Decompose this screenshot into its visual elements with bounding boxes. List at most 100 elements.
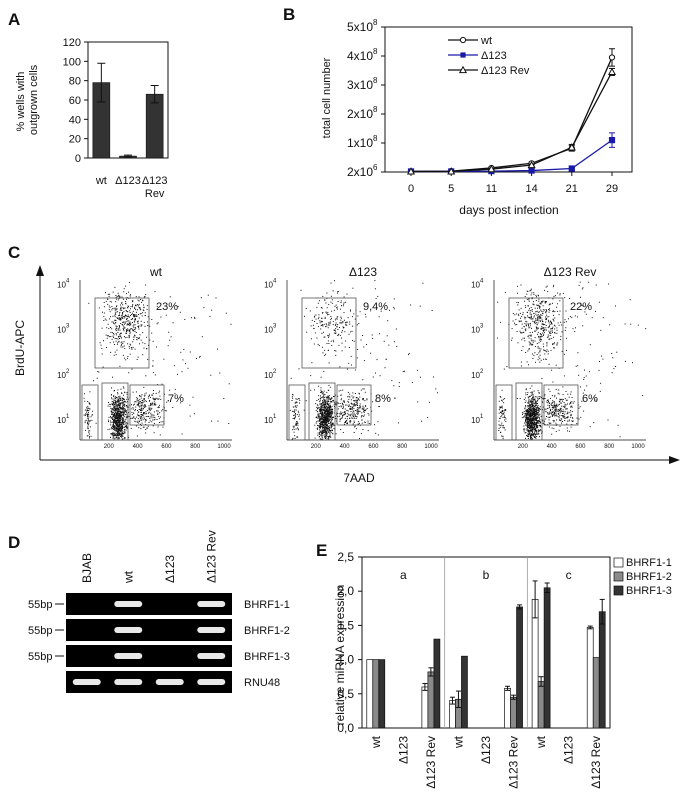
panel-c-event [531, 420, 533, 422]
panel-c-event [118, 434, 120, 436]
panel-c-event [292, 418, 294, 419]
panel-c-event [336, 306, 338, 308]
panel-c-event [146, 427, 148, 429]
panel-c-event [554, 342, 555, 344]
panel-c-event [125, 285, 127, 287]
panel-c-event [535, 313, 537, 315]
panel-c-event [560, 408, 562, 410]
panel-c-event [114, 414, 116, 416]
panel-c-event [546, 285, 548, 287]
panel-c-event [558, 404, 560, 405]
panel-c-event [552, 400, 554, 402]
panel-c-event [529, 318, 531, 320]
panel-c-event [360, 433, 362, 435]
panel-c-event [140, 423, 141, 425]
panel-c-event [119, 424, 121, 426]
panel-c-event [568, 420, 570, 422]
panel-c-event [323, 404, 325, 406]
panel-c-event [88, 411, 89, 413]
panel-c-event [578, 374, 580, 376]
panel-c-event [135, 406, 137, 408]
panel-c-event [537, 433, 539, 435]
panel-c-event [118, 409, 120, 411]
panel-c-event [114, 430, 116, 432]
panel-c-event [524, 407, 526, 409]
panel-a-ytick-label-6: 120 [63, 37, 81, 49]
panel-c-event [137, 314, 139, 315]
panel-c-event [554, 332, 556, 334]
panel-c-event [556, 409, 558, 411]
panel-c-event [321, 324, 323, 326]
panel-c-event [321, 414, 323, 416]
panel-c-event [502, 426, 504, 428]
panel-c-event [124, 337, 126, 339]
panel-c-event [327, 311, 329, 313]
panel-c-event [525, 420, 526, 422]
panel-c-event [164, 407, 165, 409]
panel-c-event [324, 435, 326, 437]
panel-c-event [108, 309, 110, 311]
panel-c-event [527, 422, 529, 424]
panel-c-event [144, 395, 146, 397]
panel-c-event [153, 416, 155, 418]
panel-c-event [555, 388, 557, 390]
panel-c-event [354, 410, 356, 411]
panel-c-event [131, 417, 133, 419]
panel-c-event [552, 344, 554, 346]
panel-c-event [572, 328, 574, 330]
panel-c-event [140, 309, 142, 311]
panel-c-event [116, 295, 118, 297]
panel-c-event [118, 421, 120, 423]
panel-c-event [525, 418, 526, 420]
panel-c-event [154, 416, 156, 418]
panel-c-event [111, 409, 113, 411]
panel-c-event [529, 430, 531, 432]
panel-c-event [327, 401, 329, 403]
panel-c-event [358, 407, 360, 409]
panel-c-event [331, 418, 333, 420]
panel-c-event [533, 434, 534, 435]
panel-c-event [536, 324, 538, 326]
panel-c-event [329, 433, 331, 435]
panel-c-event [296, 436, 298, 438]
panel-c-event [520, 307, 522, 309]
panel-c-event [117, 404, 119, 406]
panel-c-event [322, 401, 323, 403]
panel-c-event [526, 414, 528, 416]
panel-c-event [523, 417, 525, 419]
panel-c-event [525, 414, 527, 416]
panel-c-event [142, 414, 144, 416]
panel-c-event [345, 421, 347, 422]
panel-c-event [126, 405, 127, 406]
panel-c-event [557, 392, 559, 394]
panel-c-event [580, 296, 581, 298]
panel-c-event [169, 339, 171, 341]
panel-c-event [112, 418, 114, 420]
panel-c-event [87, 417, 89, 419]
panel-c-plot-1-gate-subg1 [288, 384, 306, 441]
panel-c-event [115, 406, 117, 407]
panel-c-event [116, 410, 118, 412]
panel-c-event [557, 404, 559, 406]
panel-c-event [138, 415, 140, 416]
panel-c-event [294, 417, 296, 419]
panel-c-event [329, 436, 331, 438]
panel-c-event [532, 421, 533, 423]
panel-c-event [548, 402, 550, 404]
panel-c-event [115, 412, 117, 414]
panel-c-event [530, 411, 532, 413]
panel-c-event [134, 321, 136, 323]
panel-c-event [536, 427, 538, 429]
panel-c-event [328, 384, 330, 386]
panel-c-event [339, 413, 341, 414]
panel-c-event [534, 433, 536, 435]
panel-c-event [120, 416, 122, 417]
panel-c-event [115, 325, 117, 327]
panel-c-event [533, 414, 535, 416]
panel-c-event [131, 312, 133, 314]
panel-c-event [342, 389, 344, 391]
panel-c-event [324, 435, 326, 437]
panel-c-event [326, 431, 328, 433]
panel-c-event [527, 405, 529, 407]
panel-c-event [138, 409, 140, 410]
